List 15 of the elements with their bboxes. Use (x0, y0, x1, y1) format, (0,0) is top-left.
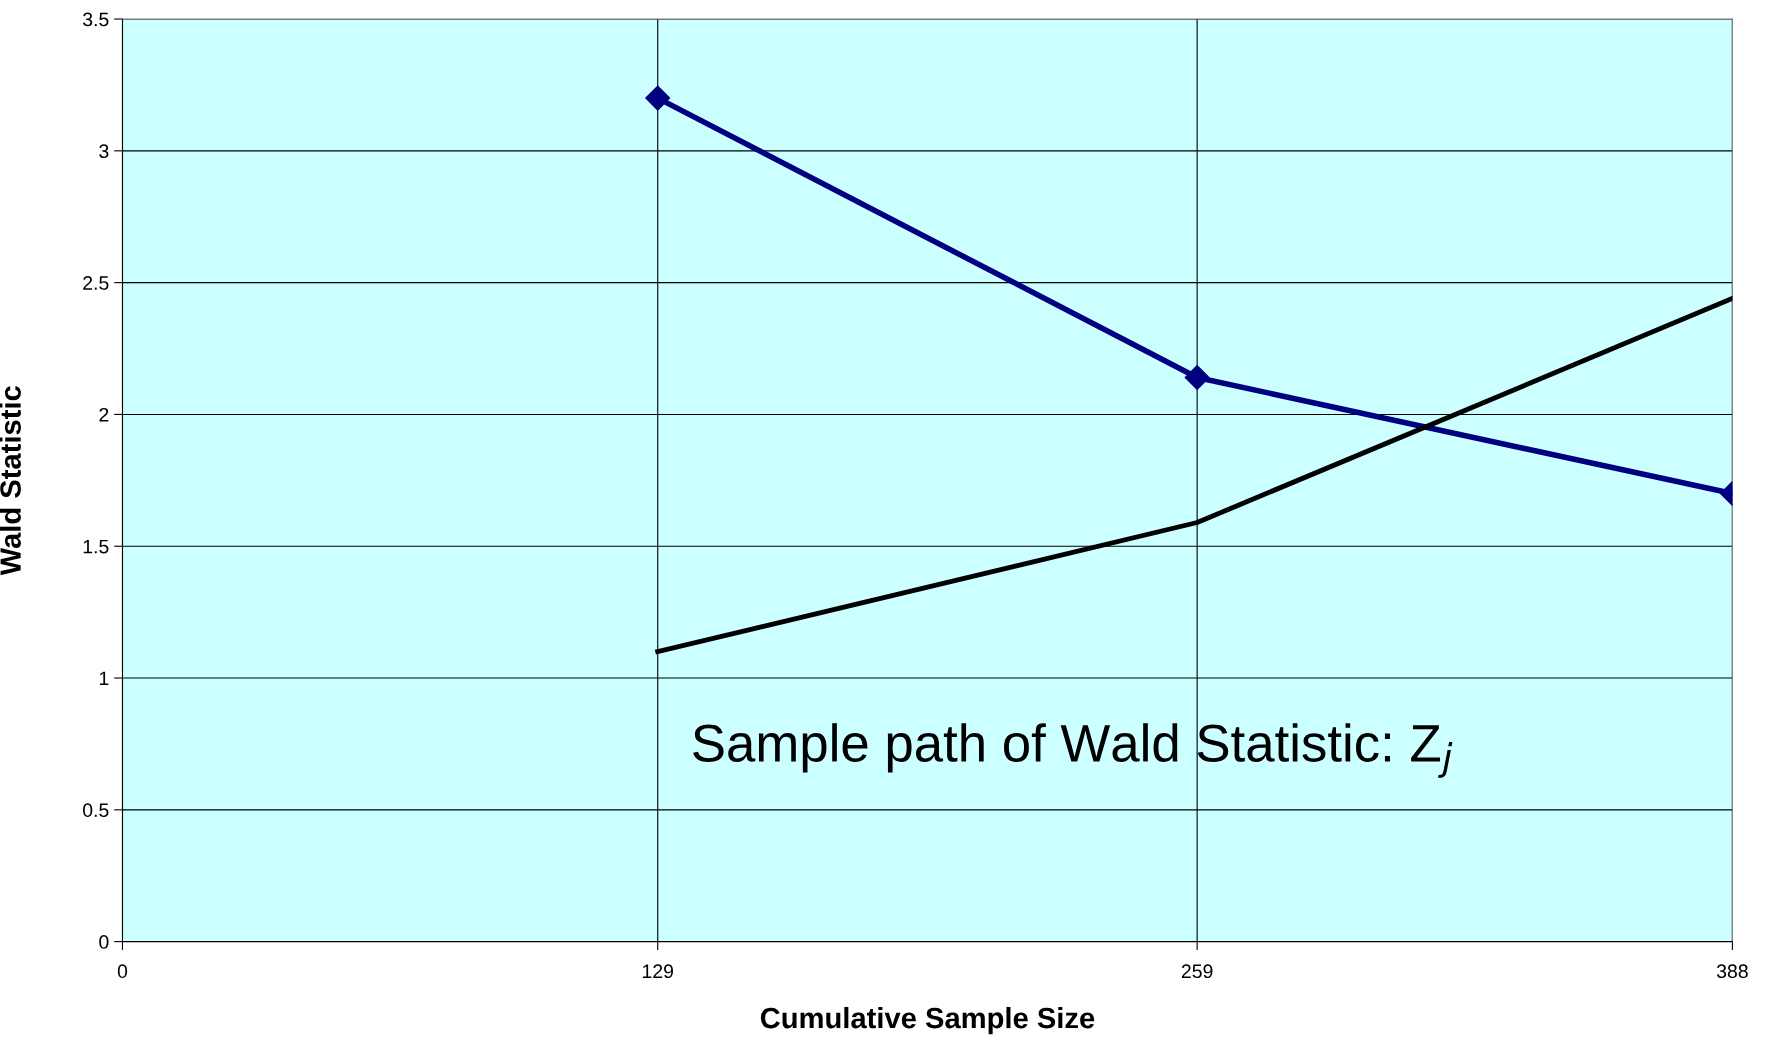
y-tick-label: 0 (99, 935, 109, 949)
x-tick-label: 0 (117, 964, 128, 979)
x-axis-title: Cumulative Sample Size (760, 1006, 1095, 1035)
y-tick-label: 1.5 (83, 539, 109, 554)
y-tick-label: 3.5 (82, 12, 109, 27)
y-axis-title: Wald Statistic (0, 386, 21, 576)
y-tick-label: 2.5 (83, 276, 109, 290)
y-tick-label: 2 (99, 407, 109, 422)
y-tick-label: 0.5 (83, 803, 109, 818)
x-tick-label: 388 (1716, 964, 1748, 979)
annotation: Sample path of Wald Statistic: Z$_{j}$ (693, 723, 1453, 778)
x-tick-label: 129 (643, 964, 674, 979)
x-tick-label: 259 (1181, 964, 1213, 979)
y-tick-label: 1 (99, 671, 109, 686)
y-tick-label: 3 (99, 144, 109, 159)
